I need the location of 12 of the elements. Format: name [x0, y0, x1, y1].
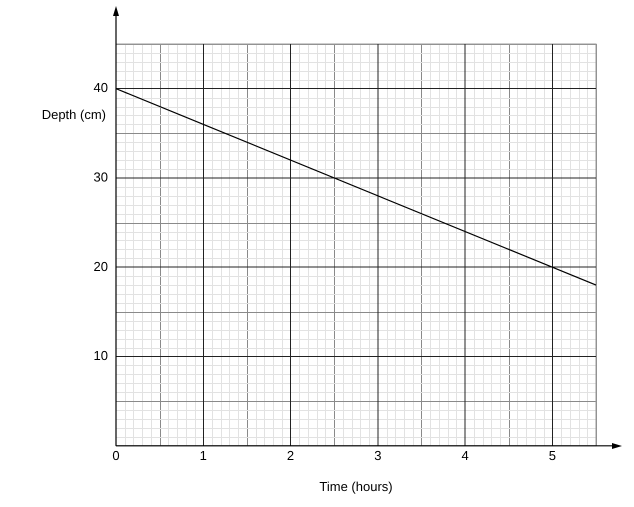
x-tick-label: 2	[286, 448, 294, 464]
y-tick-label: 40	[94, 80, 108, 96]
y-axis-title: Depth (cm)	[42, 107, 106, 122]
x-axis-title: Time (hours)	[319, 478, 393, 494]
x-tick-label: 4	[461, 448, 469, 464]
x-tick-label: 3	[374, 448, 382, 464]
x-tick-label: 1	[200, 448, 207, 464]
y-tick-label: 10	[94, 348, 108, 364]
x-tick-label: 5	[548, 448, 556, 464]
y-tick-label: 30	[94, 170, 108, 185]
y-tick-label: 20	[94, 258, 108, 274]
x-tick-label: 0	[112, 448, 120, 464]
